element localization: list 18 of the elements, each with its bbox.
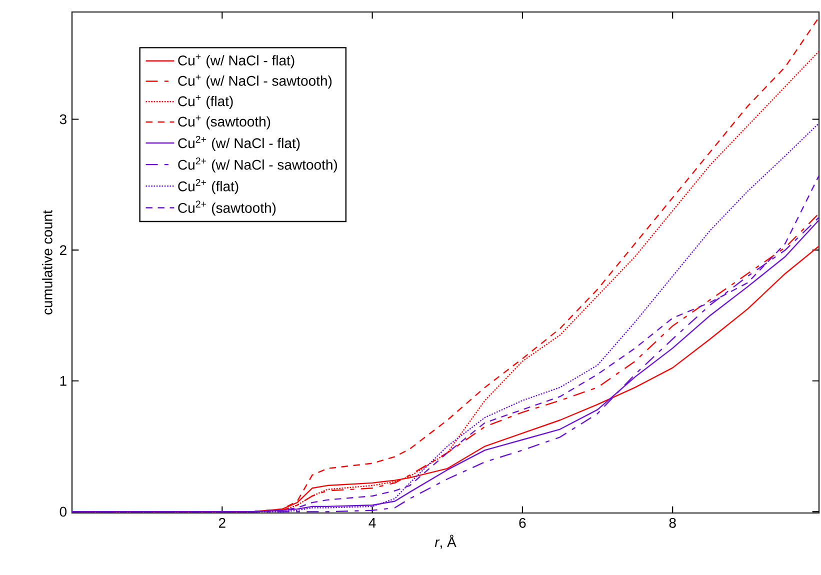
x-tick-label: 4 xyxy=(368,518,376,528)
x-tick-label: 2 xyxy=(218,518,226,528)
legend-label: Cu$^{2+}$ (sawtooth) xyxy=(178,200,276,216)
legend-label: Cu$^{2+}$ (flat) xyxy=(178,179,238,194)
x-tick-label: 6 xyxy=(519,518,526,528)
legend-label: Cu$^{2+}$ (w/ NaCl - flat) xyxy=(178,136,300,151)
y-tick-label: 1 xyxy=(60,376,66,386)
x-tick-label: 8 xyxy=(669,518,676,528)
y-tick-label: 0 xyxy=(60,506,67,517)
legend-label: Cu$^{2+}$ (w/ NaCl - sawtooth) xyxy=(178,157,338,173)
legend-label: Cu$^{+}$ (flat) xyxy=(178,95,233,109)
legend-label: Cu$^{+}$ (w/ NaCl - flat) xyxy=(178,54,294,68)
legend-label: Cu$^{+}$ (sawtooth) xyxy=(178,115,270,130)
y-tick-label: 3 xyxy=(60,114,66,124)
y-tick-label: 2 xyxy=(60,245,66,255)
legend-label: Cu$^{+}$ (w/ NaCl - sawtooth) xyxy=(178,74,332,89)
y-axis-title: cumulative count xyxy=(42,210,52,314)
x-axis-title: r, Å xyxy=(434,534,456,549)
